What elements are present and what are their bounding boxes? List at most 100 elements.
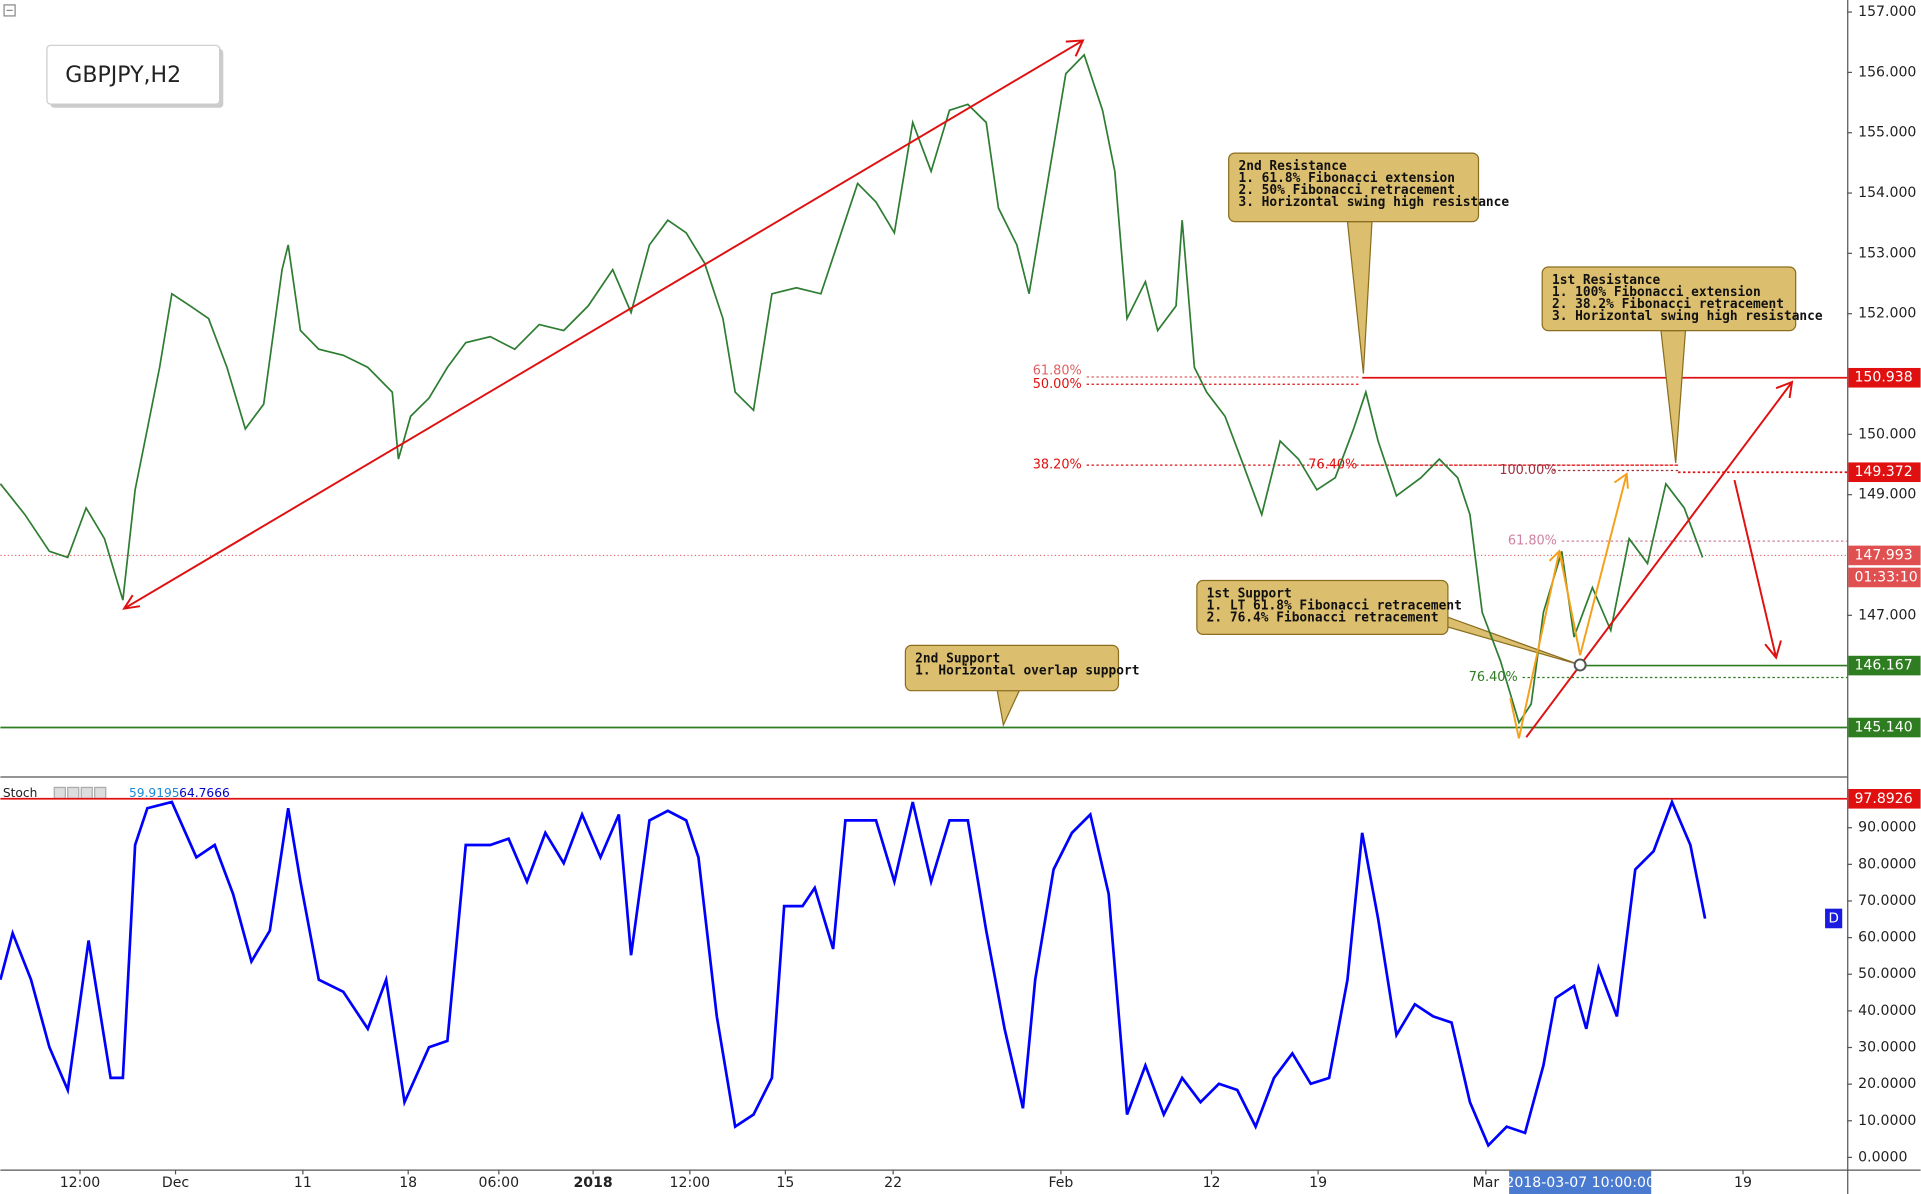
trend-arrow [123,39,1084,610]
callout-box [1196,579,1449,635]
x-tick-label: 22 [884,1175,902,1191]
fib-label: 100.00% [1499,463,1556,478]
indicator-value: 64.7666 [179,786,230,800]
y-tick-label: 70.0000 [1858,893,1916,909]
crosshair-x-badge [1509,1170,1652,1194]
callout-text: 1. 100% Fibonacci extension [1552,285,1761,300]
y-tick-label: 20.0000 [1858,1076,1916,1092]
callout-text: 3. Horizontal swing high resistance [1238,195,1509,210]
indicator-name: Stoch [3,786,38,800]
y-tick-label: 154.000 [1858,185,1916,201]
price-badge [1848,367,1921,388]
callout-text: 2. 76.4% Fibonacci retracement [1207,610,1439,625]
price-badge [1848,655,1921,676]
indicator-button [80,786,93,800]
arrow-head [1548,549,1564,565]
y-tick-label: 10.0000 [1858,1113,1916,1129]
callout-text: 1st Resistance [1552,273,1661,288]
price-badge-label: 149.372 [1854,464,1912,480]
callout-text: 2nd Resistance [1238,159,1347,174]
y-tick-label: 149.000 [1858,487,1916,503]
price-badge-label: 145.140 [1854,720,1912,736]
indicator-button [94,786,107,800]
x-tick-label: 12:00 [60,1175,101,1191]
plot: 157.000 156.000 155.000 154.000 153.000 152.0… [0,4,1921,1194]
price-badge [1848,717,1921,738]
title-box [46,44,221,105]
callout-text: 2. 38.2% Fibonacci retracement [1552,297,1784,312]
indicator-button [53,786,66,800]
callout-box [1228,152,1480,223]
x-tick-label: 11 [294,1175,312,1191]
fib-label: 76.40% [1469,670,1518,685]
arrow-head [1065,39,1085,57]
y-tick-label: 155.000 [1858,125,1916,141]
y-tick-label: 157.000 [1858,4,1916,20]
arrow-head [1775,380,1794,399]
y-tick-label: 90.0000 [1858,820,1916,836]
y-tick-label: 30.0000 [1858,1040,1916,1056]
callout-text: 1. Horizontal overlap support [915,663,1139,678]
fib-label: 50.00% [1033,377,1082,392]
price-line [0,53,1704,725]
y-tick-label: 40.0000 [1858,1003,1916,1019]
forecast-arrow [1733,479,1778,658]
data-window-label: D [1828,910,1838,926]
y-tick-label: 50.0000 [1858,966,1916,982]
callout-text: 1st Support [1207,586,1292,601]
fib-label: 61.80% [1033,363,1082,378]
x-tick-label: 12:00 [670,1175,711,1191]
abcd-pattern [1517,473,1628,739]
y-tick-label: 153.000 [1858,245,1916,261]
arrow-head [1613,472,1629,489]
y-tick-label: 150.000 [1858,426,1916,442]
x-tick-label: 19 [1309,1175,1327,1191]
x-tick-label: Mar [1473,1175,1500,1191]
collapse-icon[interactable] [3,4,16,17]
chart-title: GBPJPY,H2 [65,63,181,88]
price-badge-label: 146.167 [1854,658,1912,674]
x-tick-label: Dec [162,1175,189,1191]
pivot-point [1573,658,1587,672]
y-tick-label: 152.000 [1858,306,1916,322]
arrow-head [122,594,141,610]
x-tick-label: 19 [1734,1175,1752,1191]
indicator-value: 59.9195 [129,786,180,800]
y-tick-label: 60.0000 [1858,930,1916,946]
arrow-head [1764,640,1782,660]
price-badge-label: 147.993 [1854,547,1912,563]
callout-box [904,644,1120,692]
price-badge [1848,462,1921,483]
drawings [122,39,1794,739]
callout-text: 2nd Support [915,651,1000,666]
countdown-badge [1848,567,1921,588]
stoch-badge-label: 97.8926 [1854,791,1912,807]
x-tick-label: Feb [1048,1175,1073,1191]
y-tick-label: 80.0000 [1858,856,1916,872]
callout-box [1541,266,1797,332]
callout-text: 1. LT 61.8% Fibonacci retracement [1207,598,1462,613]
data-window-badge [1825,908,1843,929]
stoch-badge [1848,788,1921,809]
fib-label: 76.40% [1308,458,1357,473]
countdown: 01:33:10 [1854,569,1917,585]
fib-label: 38.20% [1033,458,1082,473]
x-tick-label: 12 [1203,1175,1221,1191]
y-tick-label: 0.0000 [1858,1149,1907,1165]
y-tick-label: 156.000 [1858,64,1916,80]
x-tick-label: 2018 [574,1175,613,1191]
callout-text: 3. Horizontal swing high resistance [1552,309,1823,324]
callout-text: 2. 50% Fibonacci retracement [1238,183,1455,198]
price-badge [1848,545,1921,566]
trend-arrow [1525,381,1793,738]
fib-label: 61.80% [1508,534,1557,549]
x-tick-label: 15 [776,1175,794,1191]
abcd-leg [1509,697,1520,739]
